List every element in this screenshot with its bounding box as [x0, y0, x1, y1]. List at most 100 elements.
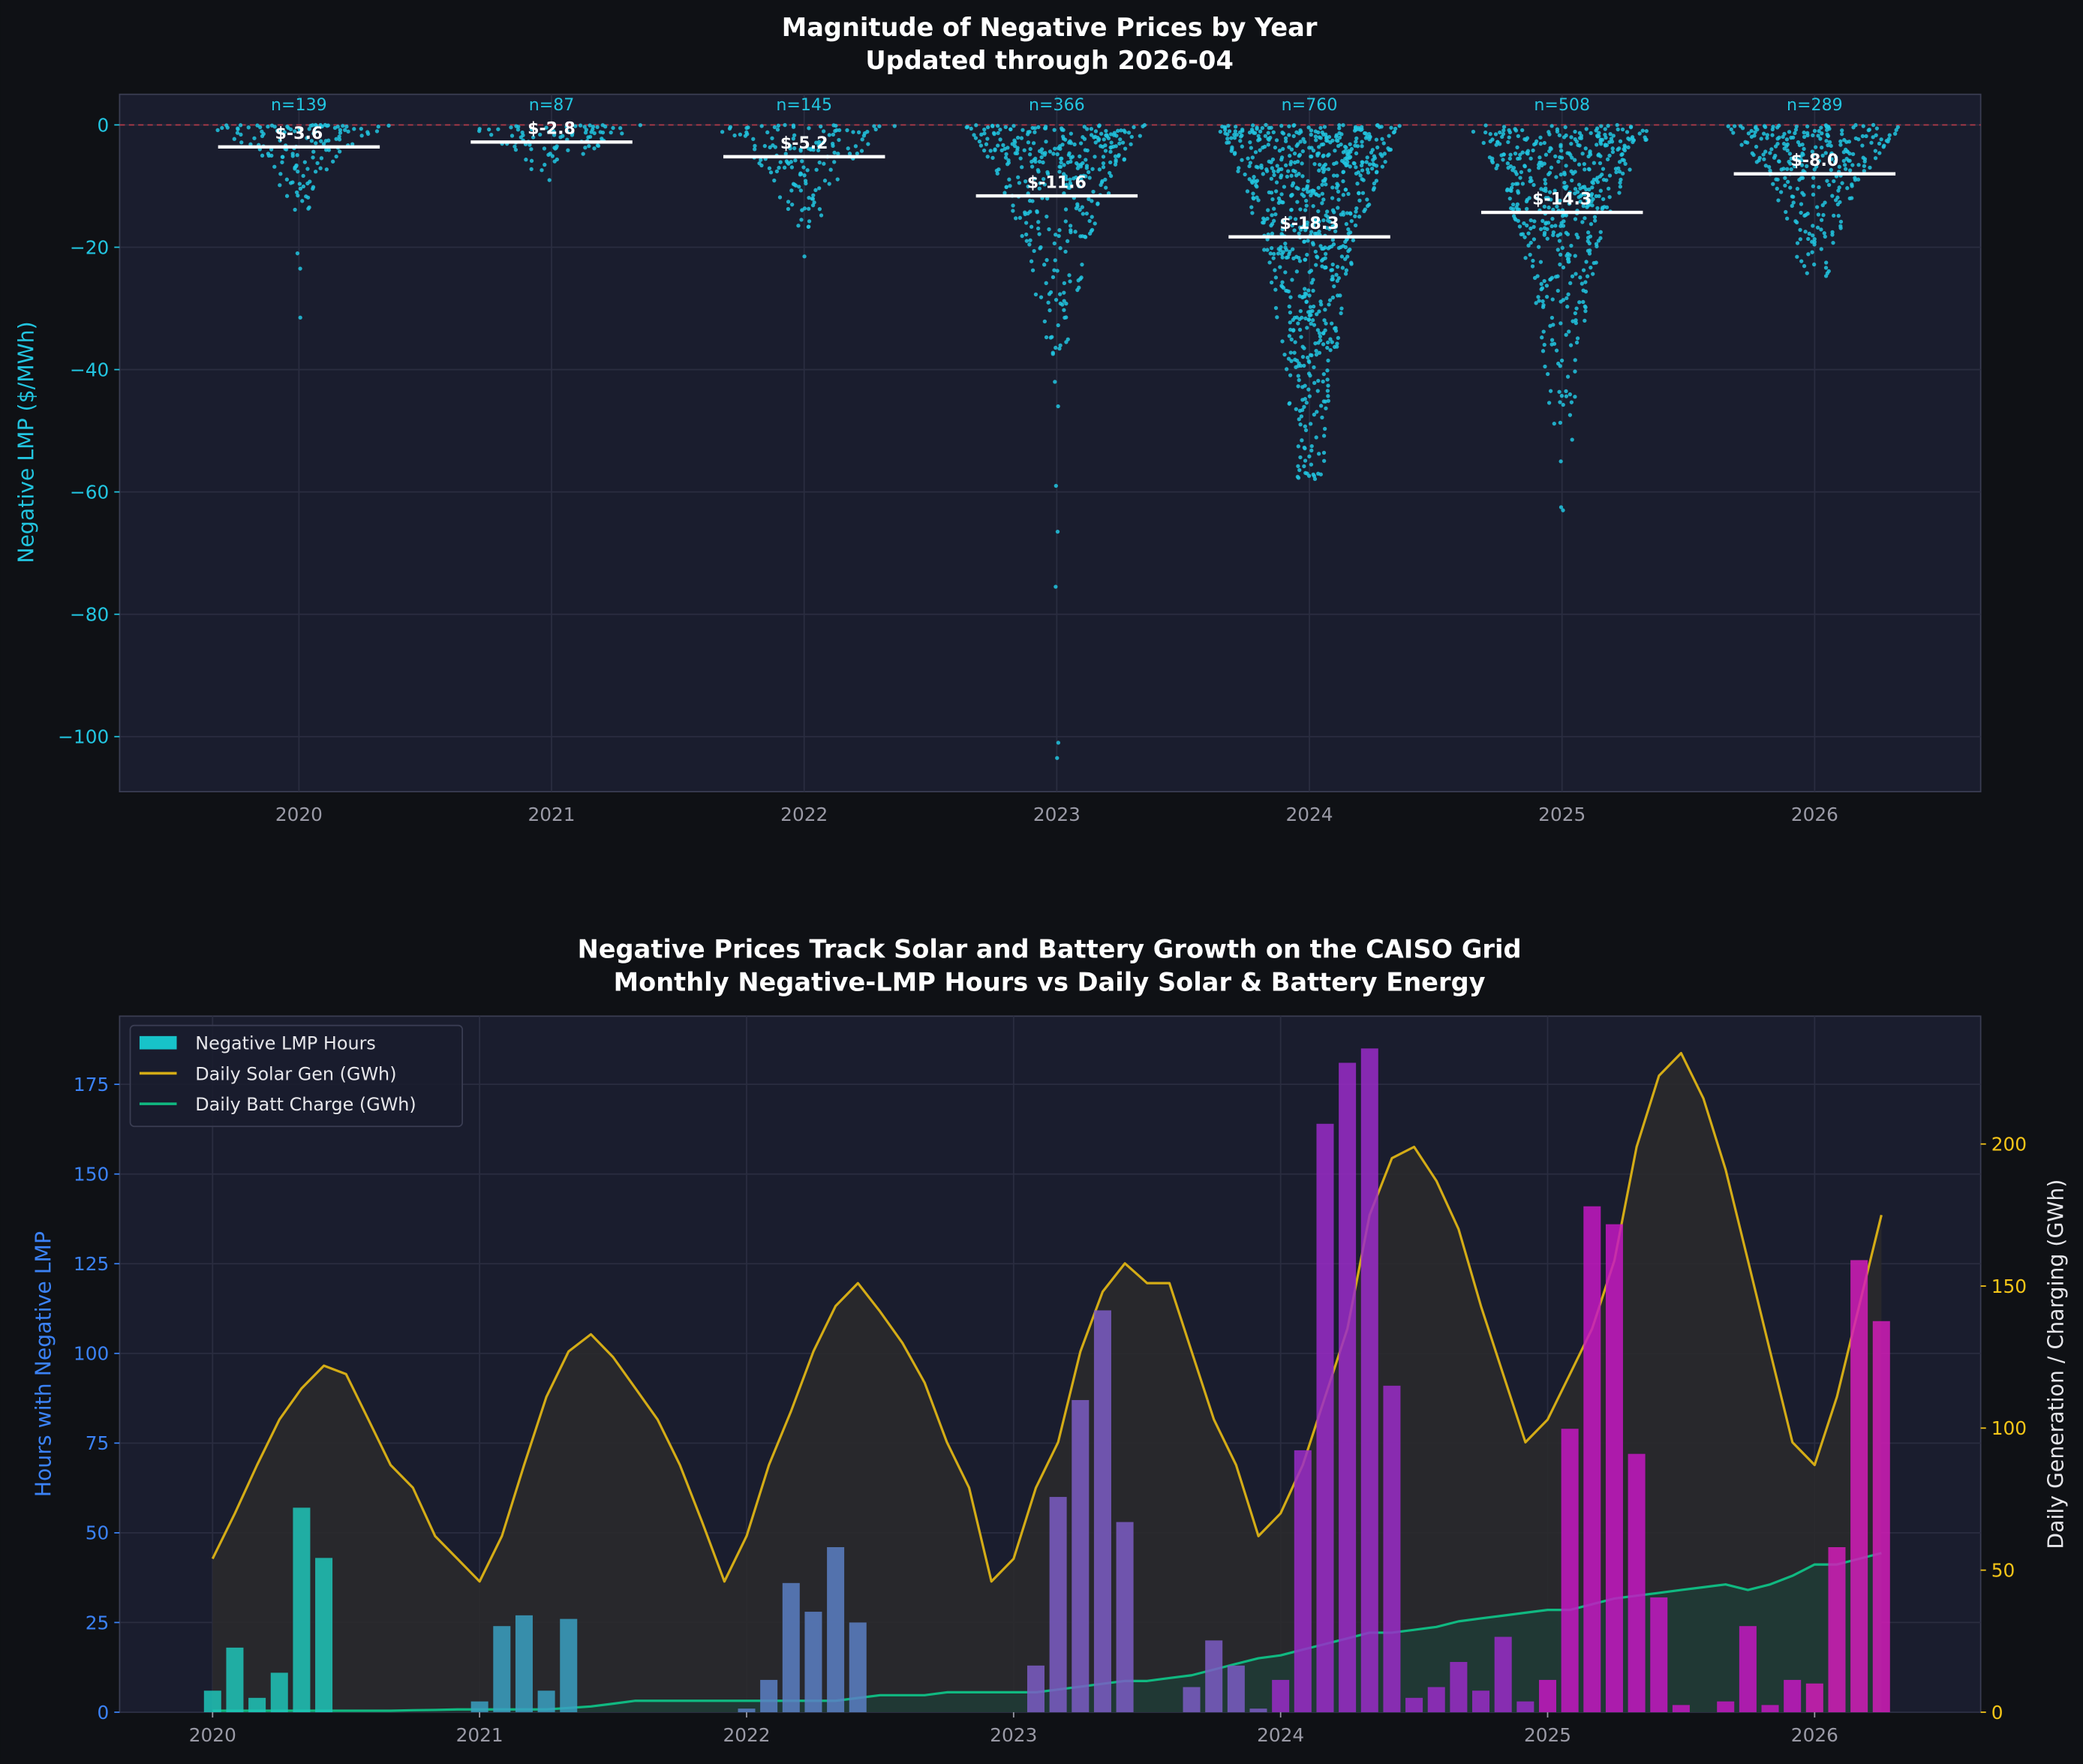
data-point	[1776, 198, 1781, 203]
data-point	[261, 131, 266, 137]
data-point	[998, 128, 1002, 132]
data-point	[1590, 203, 1595, 208]
data-point	[1621, 171, 1625, 176]
data-point	[1331, 173, 1336, 178]
data-point	[1305, 355, 1310, 360]
data-point	[1583, 304, 1587, 308]
data-point	[1105, 133, 1109, 137]
data-point	[1280, 280, 1285, 284]
data-point	[1805, 164, 1809, 169]
data-point	[318, 166, 323, 170]
data-point	[1320, 264, 1324, 269]
data-point	[1357, 215, 1362, 219]
data-point	[1541, 329, 1546, 334]
data-point	[1819, 227, 1823, 232]
data-point	[1513, 152, 1518, 156]
mean-markers: $-3.6n=139$-2.8n=87$-5.2n=145$-11.6n=366…	[218, 95, 1896, 239]
data-point	[1817, 185, 1821, 190]
left-y-tick-label: 100	[74, 1343, 109, 1365]
data-point	[1840, 128, 1844, 133]
data-point	[1864, 134, 1868, 139]
data-point	[1515, 207, 1519, 212]
data-point	[1306, 387, 1311, 392]
data-point	[1589, 265, 1593, 270]
data-point	[1341, 244, 1345, 248]
data-point	[1540, 218, 1545, 224]
data-point	[1829, 143, 1833, 149]
data-point	[1626, 136, 1631, 141]
data-point	[1103, 149, 1108, 153]
data-point	[1304, 203, 1309, 208]
data-point	[1811, 233, 1815, 238]
data-point	[1027, 198, 1032, 203]
data-point	[1280, 255, 1285, 260]
data-point	[1557, 133, 1561, 137]
data-point	[1535, 274, 1540, 278]
data-point	[1540, 335, 1544, 340]
data-point	[1285, 174, 1290, 179]
data-point	[1798, 227, 1802, 233]
data-point	[260, 153, 265, 158]
data-point	[831, 123, 836, 128]
data-point	[1580, 220, 1585, 224]
data-point	[1326, 398, 1330, 403]
data-point	[1051, 152, 1056, 156]
data-point	[1042, 126, 1048, 131]
data-point	[1558, 420, 1563, 425]
data-point	[1731, 131, 1736, 135]
data-point	[1552, 421, 1556, 426]
data-point	[300, 199, 305, 203]
bar	[1272, 1679, 1290, 1712]
data-point	[1067, 273, 1072, 278]
data-point	[1233, 129, 1238, 134]
data-point	[1273, 189, 1279, 194]
data-point	[1272, 218, 1276, 223]
data-point	[1274, 180, 1279, 185]
data-point	[1284, 255, 1289, 260]
data-point	[1312, 412, 1317, 417]
data-point	[1078, 277, 1083, 281]
data-point	[1826, 143, 1830, 148]
data-point	[305, 195, 311, 200]
data-point	[1793, 128, 1799, 132]
data-point	[1045, 197, 1050, 201]
data-point	[1562, 185, 1567, 190]
data-point	[1555, 204, 1559, 209]
data-point	[1062, 281, 1066, 286]
data-point	[1326, 215, 1330, 219]
data-point	[1004, 152, 1008, 157]
data-point	[1324, 406, 1328, 410]
data-point	[1108, 170, 1112, 176]
data-point	[1754, 125, 1758, 129]
data-point	[798, 149, 803, 153]
data-point	[1270, 213, 1274, 218]
data-point	[1601, 197, 1606, 202]
data-point	[1877, 151, 1882, 155]
data-point	[1835, 202, 1841, 207]
data-point	[1388, 147, 1393, 152]
data-point	[1793, 131, 1797, 136]
data-point	[1729, 127, 1733, 132]
data-point	[1850, 196, 1854, 200]
data-point	[1325, 368, 1330, 373]
data-point	[796, 224, 801, 228]
data-point	[1510, 182, 1515, 187]
data-point	[1802, 134, 1807, 140]
data-point	[301, 173, 305, 179]
data-point	[1583, 318, 1587, 323]
data-point	[1527, 196, 1531, 200]
data-point	[1117, 153, 1121, 158]
data-point	[1557, 239, 1562, 243]
data-point	[1507, 156, 1512, 161]
data-point	[515, 128, 521, 132]
data-point	[1869, 140, 1874, 145]
data-point	[305, 136, 309, 140]
data-point	[1303, 316, 1308, 321]
data-point	[1288, 320, 1292, 325]
data-point	[1830, 194, 1835, 198]
data-point	[1083, 235, 1088, 239]
data-point	[1287, 124, 1291, 128]
data-point	[1007, 177, 1011, 182]
data-point	[985, 125, 990, 130]
